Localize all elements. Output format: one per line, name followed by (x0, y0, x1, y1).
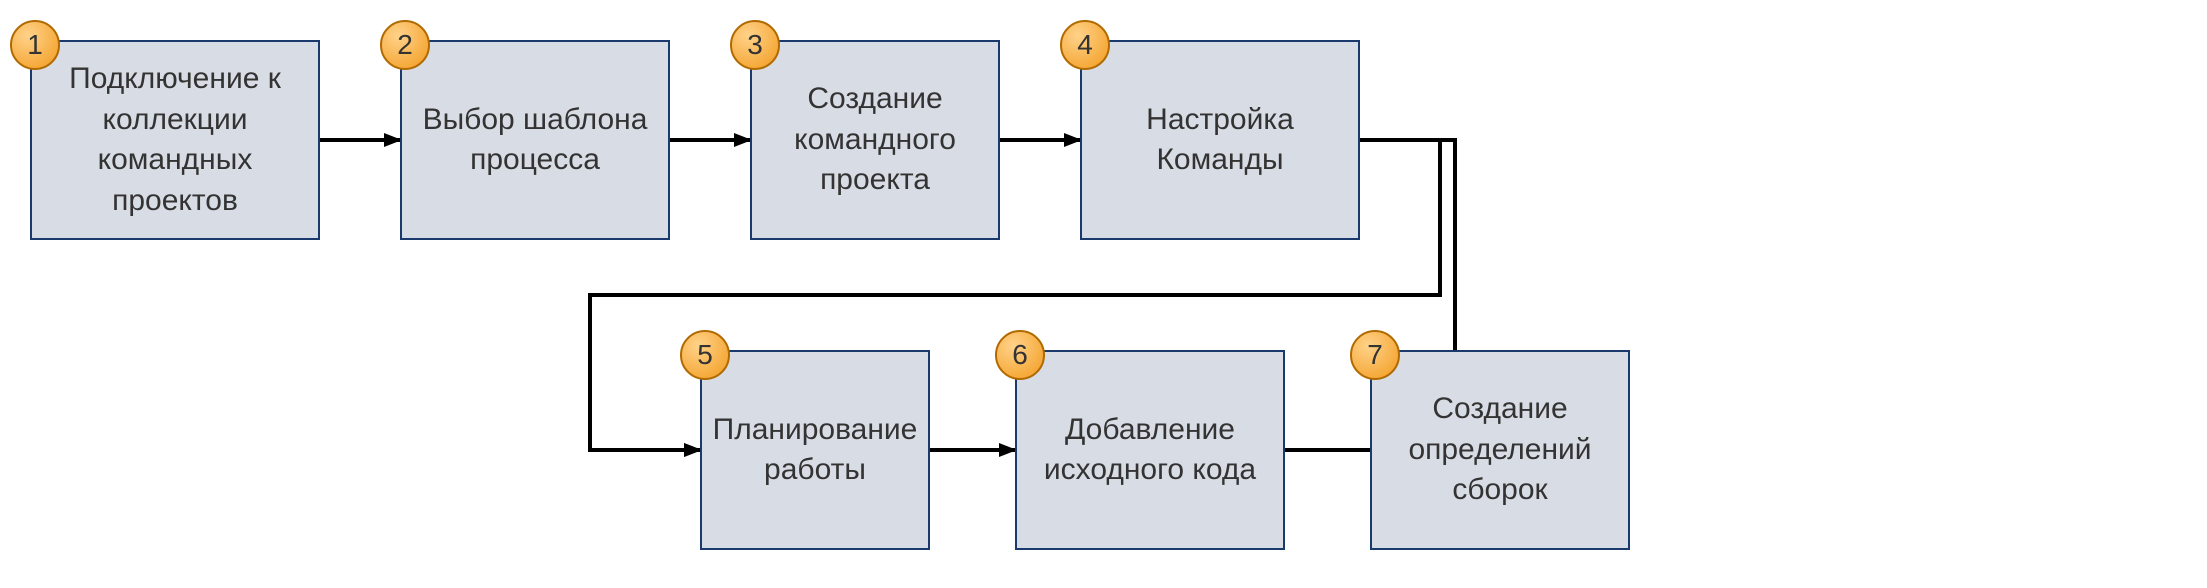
step-badge-4: 4 (1060, 20, 1110, 70)
flow-node-label: Подключение к коллекции командных проект… (40, 59, 310, 221)
flow-node-label: Добавление исходного кода (1025, 410, 1275, 491)
flow-node-label: Создание командного проекта (760, 79, 990, 201)
step-badge-number: 6 (1012, 339, 1028, 371)
step-badge-number: 2 (397, 29, 413, 61)
step-badge-6: 6 (995, 330, 1045, 380)
step-badge-7: 7 (1350, 330, 1400, 380)
step-badge-2: 2 (380, 20, 430, 70)
flow-node-n7: Создание определений сборок (1370, 350, 1630, 550)
flow-node-n6: Добавление исходного кода (1015, 350, 1285, 550)
flow-node-label: Выбор шаблона процесса (410, 100, 660, 181)
flow-node-n1: Подключение к коллекции командных проект… (30, 40, 320, 240)
flow-node-n2: Выбор шаблона процесса (400, 40, 670, 240)
flow-node-label: Планирование работы (710, 410, 920, 491)
step-badge-number: 1 (27, 29, 43, 61)
step-badge-number: 5 (697, 339, 713, 371)
step-badge-3: 3 (730, 20, 780, 70)
step-badge-5: 5 (680, 330, 730, 380)
flowchart-canvas: Подключение к коллекции командных проект… (0, 0, 2207, 588)
flow-node-n4: Настройка Команды (1080, 40, 1360, 240)
flow-node-n5: Планирование работы (700, 350, 930, 550)
step-badge-1: 1 (10, 20, 60, 70)
step-badge-number: 4 (1077, 29, 1093, 61)
flow-node-label: Настройка Команды (1090, 100, 1350, 181)
step-badge-number: 3 (747, 29, 763, 61)
step-badge-number: 7 (1367, 339, 1383, 371)
flow-node-n3: Создание командного проекта (750, 40, 1000, 240)
flow-node-label: Создание определений сборок (1380, 389, 1620, 511)
